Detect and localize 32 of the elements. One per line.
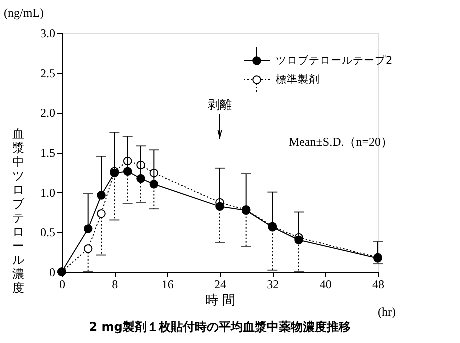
text: 2 mg製剤１枚貼付時の平均血漿中薬物濃度推移 [89,320,351,334]
x-tick-label: 24 [214,278,226,292]
text: (ng/mL) [4,6,44,20]
x-axis-title: 時 間 [205,294,236,308]
point [84,224,93,234]
x-tick-label: 8 [112,278,118,292]
text: (hr) [378,305,396,319]
point [294,236,304,244]
point [150,180,159,189]
point [97,191,106,200]
x-tick-label: 16 [162,278,174,292]
y-tick-label: 1.0 [40,186,56,200]
point [84,244,93,254]
annotation: Mean±S.D.（n=20） [288,135,393,149]
legend-label: 標準製剤 [276,73,320,86]
x-tick-label: 48 [372,278,384,292]
point [123,167,132,176]
x-tick-label: 40 [320,278,332,292]
point [97,209,106,218]
point [136,174,146,184]
x-tick-label: 32 [267,278,280,292]
y-tick-label: 1.5 [40,146,56,160]
y-tick-label: 0 [50,266,56,280]
legend-label: ツロブテロールテープ2 [276,54,393,67]
y-tick-label: 2.5 [40,66,56,80]
point [216,202,224,212]
y-tick-label: 2.0 [40,106,56,120]
y-tick-label: 3.0 [40,26,56,40]
x-tick-label: 0 [60,278,66,292]
y-tick-label: 0.5 [40,226,56,240]
text: 血漿中ツロブテロール濃度 [12,126,24,295]
annotation: 剥離 [208,98,232,112]
